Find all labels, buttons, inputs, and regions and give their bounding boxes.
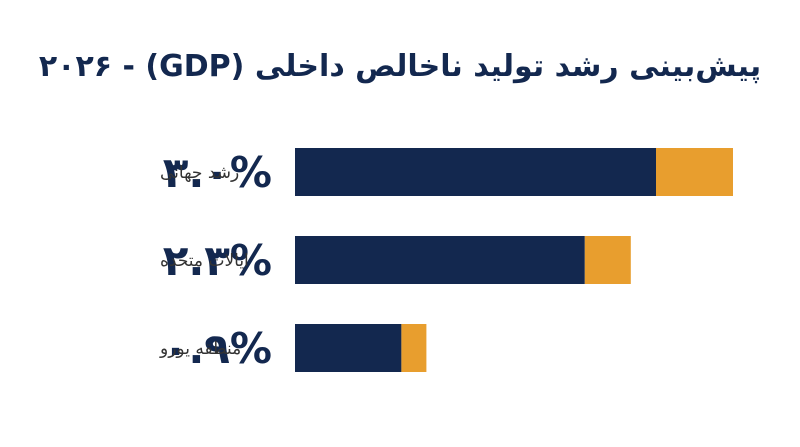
- bar-main-segment: [295, 148, 656, 196]
- bar-value-label: ۰.۹%: [163, 324, 272, 373]
- bar-accent-segment: [584, 236, 631, 284]
- chart-title: پیش‌بینی رشد تولید ناخالص داخلی (GDP) - …: [39, 49, 761, 84]
- bar-category-label: ایالات متحده: [160, 251, 249, 271]
- bar-row: ۲.۳%ایالات متحده: [160, 236, 631, 285]
- bar-category-label: رشد جهانی: [160, 163, 239, 183]
- bar-accent-segment: [401, 324, 427, 372]
- bar-value-label: ۳.۰%: [163, 148, 272, 197]
- bars-layer: ۳.۰%رشد جهانی ۲.۳%ایالات متحده ۰.۹%منطقه ی…: [159, 148, 733, 373]
- bar-main-segment: [295, 236, 585, 284]
- bar-main-segment: [295, 324, 402, 372]
- bar-category-label: منطقه یورو: [159, 339, 241, 359]
- bar-accent-segment: [656, 148, 733, 196]
- bar-row: ۳.۰%رشد جهانی: [160, 148, 733, 197]
- bar-row: ۰.۹%منطقه یورو: [159, 324, 427, 373]
- bar-value-label: ۲.۳%: [163, 236, 272, 285]
